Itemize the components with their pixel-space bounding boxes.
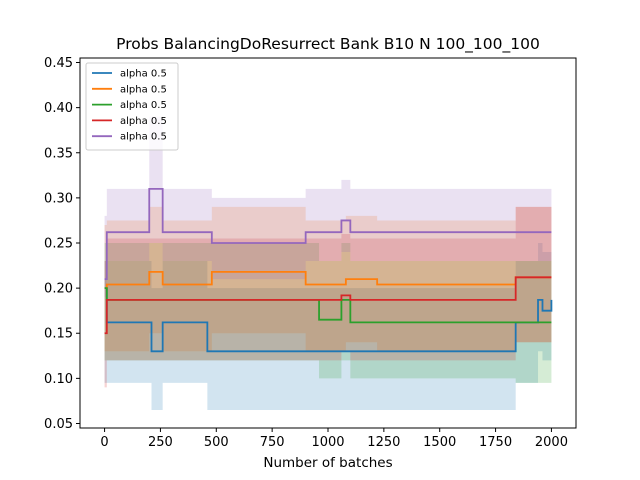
x-tick-label: 250 xyxy=(148,435,173,450)
confidence-bands xyxy=(104,116,552,410)
y-tick-label: 0.15 xyxy=(44,327,73,342)
line-series-1 xyxy=(104,287,553,353)
legend-box xyxy=(85,62,179,151)
band-series-4 xyxy=(104,206,552,388)
y-tick-label: 0.25 xyxy=(44,237,73,252)
x-tick-label: 1750 xyxy=(479,435,512,450)
line-series-5 xyxy=(104,187,552,280)
x-tick-label: 750 xyxy=(260,435,285,450)
legend-label-4: alpha 0.5 xyxy=(120,116,167,127)
x-tick-label: 2000 xyxy=(535,435,568,450)
chart-title: Probs BalancingDoResurrect Bank B10 N 10… xyxy=(116,35,540,54)
y-tick-label: 0.05 xyxy=(44,417,73,432)
band-series-1 xyxy=(104,243,552,410)
x-axis-label: Number of batches xyxy=(263,455,392,471)
x-tick-label: 1500 xyxy=(423,435,456,450)
x-tick-label: 500 xyxy=(204,435,229,450)
y-tick-label: 0.45 xyxy=(44,56,73,71)
legend-label-1: alpha 0.5 xyxy=(120,69,167,80)
y-tick-label: 0.30 xyxy=(44,191,73,206)
x-axis: 0 250 500 750 1000 1250 1500 1750 2000 xyxy=(100,428,568,450)
x-tick-label: 1250 xyxy=(367,435,400,450)
legend-label-2: alpha 0.5 xyxy=(120,84,167,95)
series-lines xyxy=(104,187,553,353)
x-tick-label: 0 xyxy=(100,435,108,450)
y-axis: 0.05 0.10 0.15 0.20 0.25 0.30 0.35 0.40 0.45 xyxy=(44,56,80,432)
legend: alpha 0.5 alpha 0.5 alpha 0.5 alpha 0.5 alph… xyxy=(85,62,179,151)
line-series-2 xyxy=(104,270,552,290)
band-series-3 xyxy=(104,243,552,383)
y-tick-label: 0.35 xyxy=(44,146,73,161)
y-tick-label: 0.10 xyxy=(44,372,73,387)
y-tick-label: 0.40 xyxy=(44,101,73,116)
x-tick-label: 1000 xyxy=(311,435,344,450)
legend-label-3: alpha 0.5 xyxy=(120,100,167,111)
legend-label-5: alpha 0.5 xyxy=(120,132,167,143)
band-series-5 xyxy=(104,116,552,298)
y-tick-label: 0.20 xyxy=(44,282,73,297)
line-series-4 xyxy=(104,276,552,335)
